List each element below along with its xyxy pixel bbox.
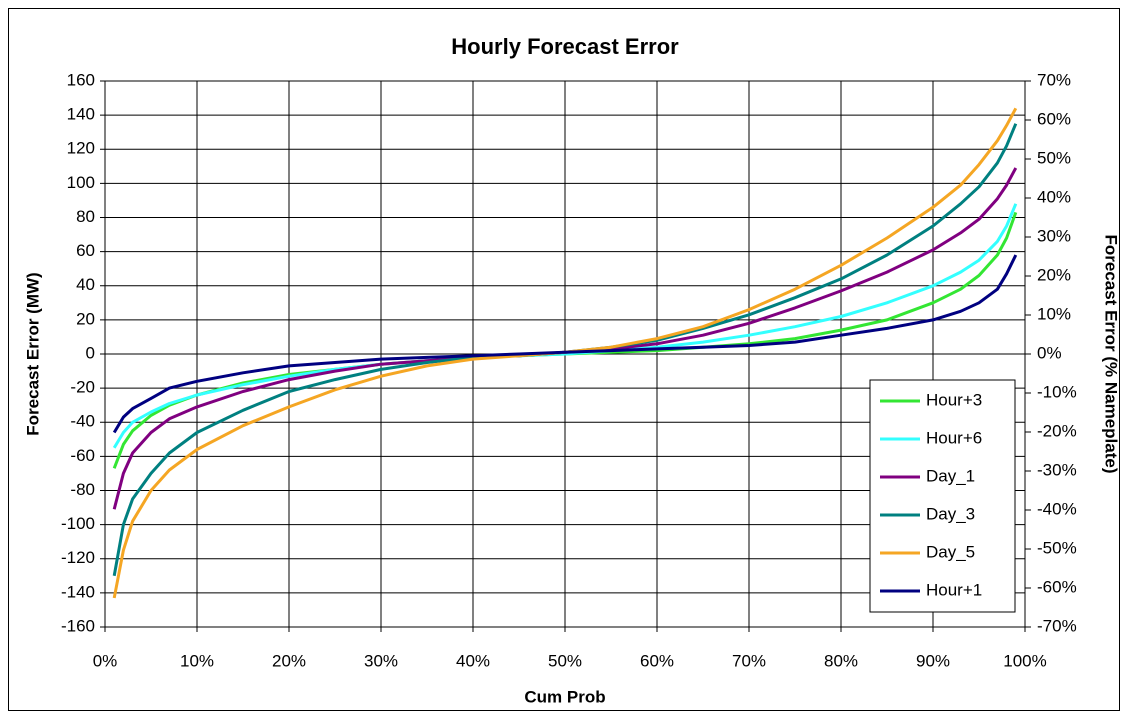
y2-tick-label: -30%: [1037, 460, 1077, 479]
y-tick-label: 60: [76, 241, 95, 260]
y2-tick-label: 20%: [1037, 265, 1071, 284]
y-tick-label: -100: [61, 514, 95, 533]
y-tick-label: 80: [76, 207, 95, 226]
legend-label: Hour+3: [926, 390, 982, 409]
x-tick-label: 90%: [916, 651, 950, 670]
y-tick-label: 140: [67, 105, 95, 124]
y-tick-label: -140: [61, 582, 95, 601]
y-tick-label: -80: [70, 480, 95, 499]
y-tick-label: 20: [76, 309, 95, 328]
y2-tick-label: -20%: [1037, 421, 1077, 440]
plot-border: [104, 80, 1026, 628]
legend-label: Day_3: [926, 504, 975, 523]
x-tick-label: 60%: [640, 651, 674, 670]
y2-tick-label: -10%: [1037, 382, 1077, 401]
x-tick-label: 30%: [364, 651, 398, 670]
y2-tick-label: 0%: [1037, 343, 1062, 362]
y-tick-label: 160: [67, 70, 95, 89]
series-line: [112, 203, 1018, 449]
y-tick-label: -160: [61, 616, 95, 635]
y-tick-label: 0: [86, 343, 95, 362]
legend-label: Day_5: [926, 542, 975, 561]
x-axis-label: Cum Prob: [524, 687, 605, 706]
legend-label: Day_1: [926, 466, 975, 485]
x-tick-label: 40%: [456, 651, 490, 670]
y2-tick-label: -40%: [1037, 499, 1077, 518]
y2-axis-label: Forecast Error (% Nameplate): [1102, 234, 1121, 473]
y2-tick-label: 70%: [1037, 70, 1071, 89]
x-tick-label: 70%: [732, 651, 766, 670]
y-tick-label: 120: [67, 139, 95, 158]
y-tick-label: -20: [70, 378, 95, 397]
y2-tick-label: -70%: [1037, 616, 1077, 635]
legend-label: Hour+6: [926, 428, 982, 447]
x-tick-label: 20%: [272, 651, 306, 670]
y-tick-label: -120: [61, 548, 95, 567]
y-axis-label: Forecast Error (MW): [23, 272, 42, 435]
chart-title: Hourly Forecast Error: [451, 34, 679, 59]
y-tick-label: 100: [67, 173, 95, 192]
x-tick-label: 80%: [824, 651, 858, 670]
series-line: [112, 254, 1018, 434]
x-tick-label: 0%: [93, 651, 118, 670]
y2-tick-label: 30%: [1037, 226, 1071, 245]
y2-tick-label: 10%: [1037, 304, 1071, 323]
y2-tick-label: -50%: [1037, 538, 1077, 557]
y-tick-label: -60: [70, 446, 95, 465]
x-tick-label: 50%: [548, 651, 582, 670]
y2-tick-label: -60%: [1037, 577, 1077, 596]
legend: Hour+3 Hour+6 Day_1 Day_3 Day_5 Hour+1: [869, 379, 1016, 613]
y2-tick-label: 60%: [1037, 109, 1071, 128]
y2-tick-label: 50%: [1037, 148, 1071, 167]
legend-box: [869, 379, 1016, 613]
y-tick-label: -40: [70, 412, 95, 431]
y2-tick-label: 40%: [1037, 187, 1071, 206]
x-tick-label: 10%: [180, 651, 214, 670]
y-tick-label: 40: [76, 275, 95, 294]
x-tick-label: 100%: [1003, 651, 1046, 670]
legend-label: Hour+1: [926, 580, 982, 599]
